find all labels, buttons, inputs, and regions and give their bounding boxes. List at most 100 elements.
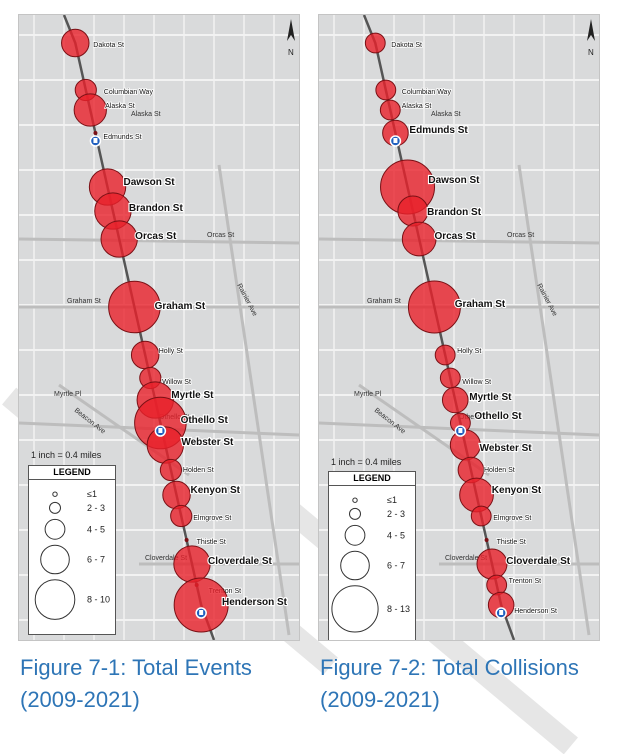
station-circle <box>397 195 429 227</box>
cross-street-label: Graham St <box>67 298 101 305</box>
station-label: Webster St <box>480 443 533 454</box>
station-circle <box>364 32 386 54</box>
legend-label: 2 - 3 <box>387 509 405 519</box>
cross-street-label: Beacon Ave <box>373 407 407 436</box>
station-circle <box>401 221 437 257</box>
legend-title: LEGEND <box>329 472 415 486</box>
figure-caption: Figure 7-1: Total Events (2009-2021) <box>20 655 252 712</box>
station-label: Myrtle St <box>469 392 512 403</box>
map-total-collisions: Orcas St Graham St Myrtle Pl Othello St Clov… <box>318 14 600 641</box>
station-circle <box>173 577 229 633</box>
station-circle <box>379 99 401 121</box>
legend-circle <box>44 518 66 540</box>
station-label: Holden St <box>183 467 214 474</box>
cross-street-label: Cloverdale St <box>145 555 187 562</box>
station-circle <box>159 458 183 482</box>
station-label: Elmgrove St <box>493 515 531 522</box>
station-label: Columbian Way <box>104 89 154 96</box>
scale-text: 1 inch = 0.4 miles <box>331 457 402 467</box>
station-label: Othello St <box>181 415 229 426</box>
station-circle <box>470 505 492 527</box>
station-label: Henderson St <box>514 608 557 615</box>
station-label: Cloverdale St <box>506 556 571 567</box>
legend-label: 8 - 10 <box>87 595 110 605</box>
station-label: Edmunds St <box>409 125 468 136</box>
legend-box: LEGEND ≤1 2 - 3 4 - 5 6 - 7 8 - 10 <box>28 465 116 635</box>
light-rail-station-icon <box>195 607 207 619</box>
cross-street-label: Graham St <box>367 298 401 305</box>
light-rail-station-icon <box>495 607 507 619</box>
station-label: Othello St <box>474 411 522 422</box>
station-circle <box>170 504 193 528</box>
legend-label: 6 - 7 <box>387 561 405 571</box>
station-circle <box>375 79 397 101</box>
legend-title: LEGEND <box>29 466 115 480</box>
station-label: Dawson St <box>124 177 176 188</box>
map-total-events: Orcas St Graham St Myrtle Pl Othello St Clov… <box>18 14 300 641</box>
rainier-ave <box>517 164 591 636</box>
station-label: Columbian Way <box>402 89 452 96</box>
station-label: Thistle St <box>497 539 526 546</box>
light-rail-station-icon <box>454 425 467 437</box>
station-label: Elmgrove St <box>193 515 231 522</box>
light-rail-station-icon <box>389 135 402 147</box>
station-circle <box>441 386 469 414</box>
station-circle <box>476 548 508 580</box>
figure-caption: Figure 7-2: Total Collisions (2009-2021) <box>320 655 579 712</box>
station-label: Alaska St <box>105 103 135 110</box>
station-circle <box>100 220 138 258</box>
rainier-ave <box>217 164 291 636</box>
station-circle <box>61 28 90 58</box>
legend-label: ≤1 <box>87 489 97 499</box>
station-label: Webster St <box>181 437 234 448</box>
station-label: Thistle St <box>197 539 226 546</box>
station-label: Alaska St <box>402 103 432 110</box>
cross-street-label: Orcas St <box>507 232 534 239</box>
cross-street-label: Alaska St <box>131 111 161 118</box>
station-circle <box>162 480 191 510</box>
station-label: Orcas St <box>434 231 476 242</box>
station-label: Kenyon St <box>191 485 241 496</box>
light-rail-station-icon <box>89 135 102 147</box>
legend-label: 2 - 3 <box>87 503 105 513</box>
legend-svg: ≤1 2 - 3 4 - 5 6 - 7 8 - 13 <box>331 495 410 633</box>
station-circle <box>439 367 461 389</box>
station-label: Kenyon St <box>492 485 542 496</box>
legend-circle <box>352 497 358 503</box>
svg-text:N: N <box>588 48 594 57</box>
station-dot <box>184 538 189 542</box>
cross-street-label: Othello St <box>459 414 490 421</box>
station-label: Edmunds St <box>103 134 141 141</box>
station-dot <box>93 131 98 135</box>
station-circle <box>73 93 107 127</box>
station-label: Graham St <box>455 299 506 310</box>
cross-street-label: Cloverdale St <box>445 555 487 562</box>
station-label: Dakota St <box>391 42 422 49</box>
station-label: Myrtle St <box>171 390 214 401</box>
scale-text: 1 inch = 0.4 miles <box>31 450 102 460</box>
station-label: Willow St <box>162 379 191 386</box>
station-circle <box>407 280 461 334</box>
station-label: Brandon St <box>427 207 482 218</box>
legend-circle <box>40 544 70 575</box>
legend-box: LEGEND ≤1 2 - 3 4 - 5 6 - 7 8 - 13 <box>328 471 416 640</box>
svg-text:N: N <box>288 48 294 57</box>
legend-label: 4 - 5 <box>87 524 105 534</box>
station-label: Dawson St <box>428 175 480 186</box>
station-circle <box>449 429 481 461</box>
legend-circle <box>52 491 58 497</box>
station-label: Brandon St <box>129 203 184 214</box>
legend-circle <box>331 585 379 633</box>
legend-label: 8 - 13 <box>387 604 410 614</box>
station-label: Trenton St <box>509 578 541 585</box>
station-label: Holly St <box>457 348 481 355</box>
legend-circle <box>349 507 361 520</box>
legend-circle <box>34 579 76 620</box>
legend-circle <box>340 550 370 581</box>
cross-street-label: Myrtle Pl <box>354 391 382 398</box>
station-label: Willow St <box>462 379 491 386</box>
legend-circle <box>49 501 61 514</box>
cross-street-label: Beacon Ave <box>73 407 107 436</box>
cross-street-label: Myrtle Pl <box>54 391 82 398</box>
legend-label: 6 - 7 <box>87 555 105 565</box>
